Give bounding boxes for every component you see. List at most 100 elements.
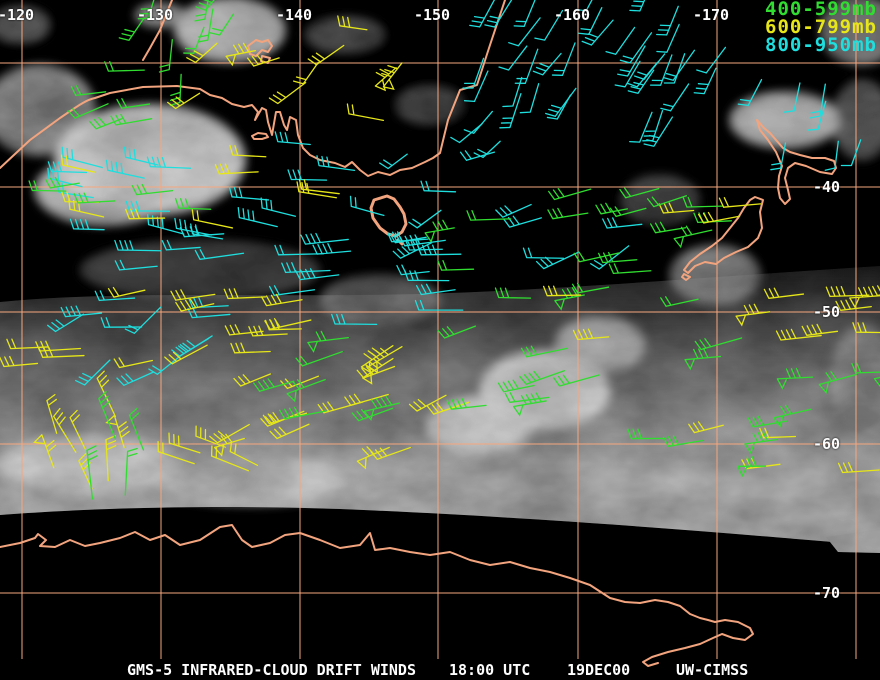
- wind-barb-green: [646, 195, 688, 208]
- wind-barb-cyan: [194, 249, 245, 260]
- wind-barb-green: [571, 282, 610, 294]
- wind-barb-cyan: [617, 45, 646, 77]
- wind-barb-cyan: [643, 116, 674, 147]
- wind-barb-yellow: [69, 409, 86, 450]
- wind-barb-green: [547, 207, 589, 220]
- wind-barb-yellow: [0, 355, 39, 368]
- wind-barb-cyan: [535, 251, 580, 270]
- wind-barb-cyan: [100, 317, 143, 328]
- wind-barb-yellow: [195, 425, 227, 448]
- wind-barb-yellow: [168, 432, 201, 454]
- wind-barb-cyan: [116, 371, 155, 386]
- wind-barb-yellow: [370, 446, 411, 460]
- wind-barb-green: [104, 61, 145, 72]
- wind-barb-cyan: [551, 42, 576, 76]
- longitude-label: -170: [692, 6, 730, 24]
- wind-barb-cyan: [171, 337, 210, 357]
- wind-barb-yellow: [175, 298, 215, 312]
- wind-barb-cyan: [114, 259, 158, 271]
- wind-barb-yellow: [292, 61, 319, 85]
- wind-barb-cyan: [484, 0, 515, 28]
- wind-barb-cyan: [840, 139, 862, 167]
- wind-barb-yellow: [825, 285, 870, 298]
- wind-barb-cyan: [534, 9, 564, 41]
- coastlines: [0, 0, 837, 667]
- wind-barb-green: [124, 447, 138, 496]
- wind-barb-green: [619, 187, 660, 199]
- wind-barb-cyan: [274, 131, 311, 146]
- wind-barb-green: [553, 374, 600, 387]
- wind-barb-cyan: [188, 297, 229, 309]
- wind-barb-cyan: [522, 247, 565, 259]
- cloud-blobs: [0, 0, 880, 505]
- wind-barb-cyan: [392, 242, 433, 259]
- wind-barb-cyan: [300, 232, 349, 245]
- wind-barb-cyan: [187, 307, 231, 319]
- coastline-australia: [0, 0, 506, 177]
- wind-barb-yellow: [229, 144, 267, 158]
- pressure-legend: 400-599mb 600-799mb 800-950mb: [765, 0, 877, 55]
- wind-barb-cyan: [663, 53, 686, 84]
- wind-barb-yellow: [344, 393, 389, 406]
- wind-barb-cyan: [123, 146, 159, 166]
- wind-barb-cyan: [546, 94, 572, 120]
- wind-barb-yellow: [60, 154, 95, 173]
- wind-barb-cyan: [147, 213, 185, 235]
- wind-barb-cyan: [590, 245, 630, 270]
- wind-barb-yellow: [107, 286, 146, 298]
- wind-barb-green: [437, 325, 477, 339]
- wind-barb-cyan: [94, 290, 136, 302]
- wind-barb-yellow: [801, 323, 839, 336]
- wind-barb-cyan: [396, 264, 430, 276]
- wind-barb-yellow: [53, 407, 77, 453]
- cloud-wedge-southeast: [826, 529, 880, 553]
- wind-barb-cyan: [581, 19, 614, 46]
- wind-barb-yellow: [572, 328, 610, 341]
- wind-barb-cyan: [495, 203, 532, 218]
- wind-barb-green: [116, 98, 151, 109]
- wind-barb-green: [627, 428, 667, 440]
- wind-barb-cyan: [124, 306, 162, 334]
- wind-barb-green: [662, 435, 704, 447]
- satellite-clouds: [0, 0, 880, 553]
- wind-barb-yellow: [164, 344, 208, 365]
- wind-barb-yellow: [374, 67, 397, 92]
- coastline-new-zealand-north: [756, 119, 837, 205]
- wind-barb-cyan: [629, 111, 653, 143]
- wind-barb-yellow: [230, 342, 271, 354]
- wind-barb-yellow: [209, 423, 250, 444]
- wind-barb-yellow: [233, 373, 271, 387]
- wind-barb-cyan: [514, 48, 539, 84]
- latitude-label: -50: [813, 303, 841, 321]
- wind-barb-green: [118, 17, 145, 41]
- wind-barb-yellow: [688, 421, 724, 434]
- wind-barb-cyan: [627, 61, 659, 88]
- wind-barb-cyan: [161, 239, 201, 251]
- wind-barb-green: [183, 26, 205, 54]
- wind-barb-cyan: [642, 109, 664, 142]
- wind-barb-green: [744, 431, 778, 455]
- wind-barb-cyan: [602, 217, 643, 229]
- wind-barb-cyan: [629, 0, 654, 12]
- wind-barb-cyan: [473, 140, 501, 159]
- wind-barb-green: [279, 406, 327, 420]
- wind-barb-cyan: [502, 76, 523, 108]
- wind-barb-yellow: [125, 208, 166, 220]
- wind-barb-green: [520, 345, 568, 358]
- wind-barb-green: [73, 192, 116, 204]
- wind-barb-green: [737, 456, 767, 478]
- wind-barb-yellow: [6, 338, 50, 350]
- wind-barb-green: [512, 392, 547, 417]
- wind-barb-cyan: [287, 169, 328, 181]
- wind-barb-green: [608, 263, 652, 275]
- wind-barb-cyan: [408, 209, 442, 229]
- coastline-new-zealand-south: [681, 196, 764, 281]
- wind-barb-yellow: [408, 394, 447, 412]
- wind-barb-yellow: [658, 202, 695, 214]
- latitude-label: -40: [813, 178, 841, 196]
- wind-barb-green: [307, 330, 349, 353]
- wind-barb-yellow: [759, 427, 797, 439]
- wind-barb-green: [44, 176, 80, 189]
- wind-barb-yellow: [852, 322, 880, 334]
